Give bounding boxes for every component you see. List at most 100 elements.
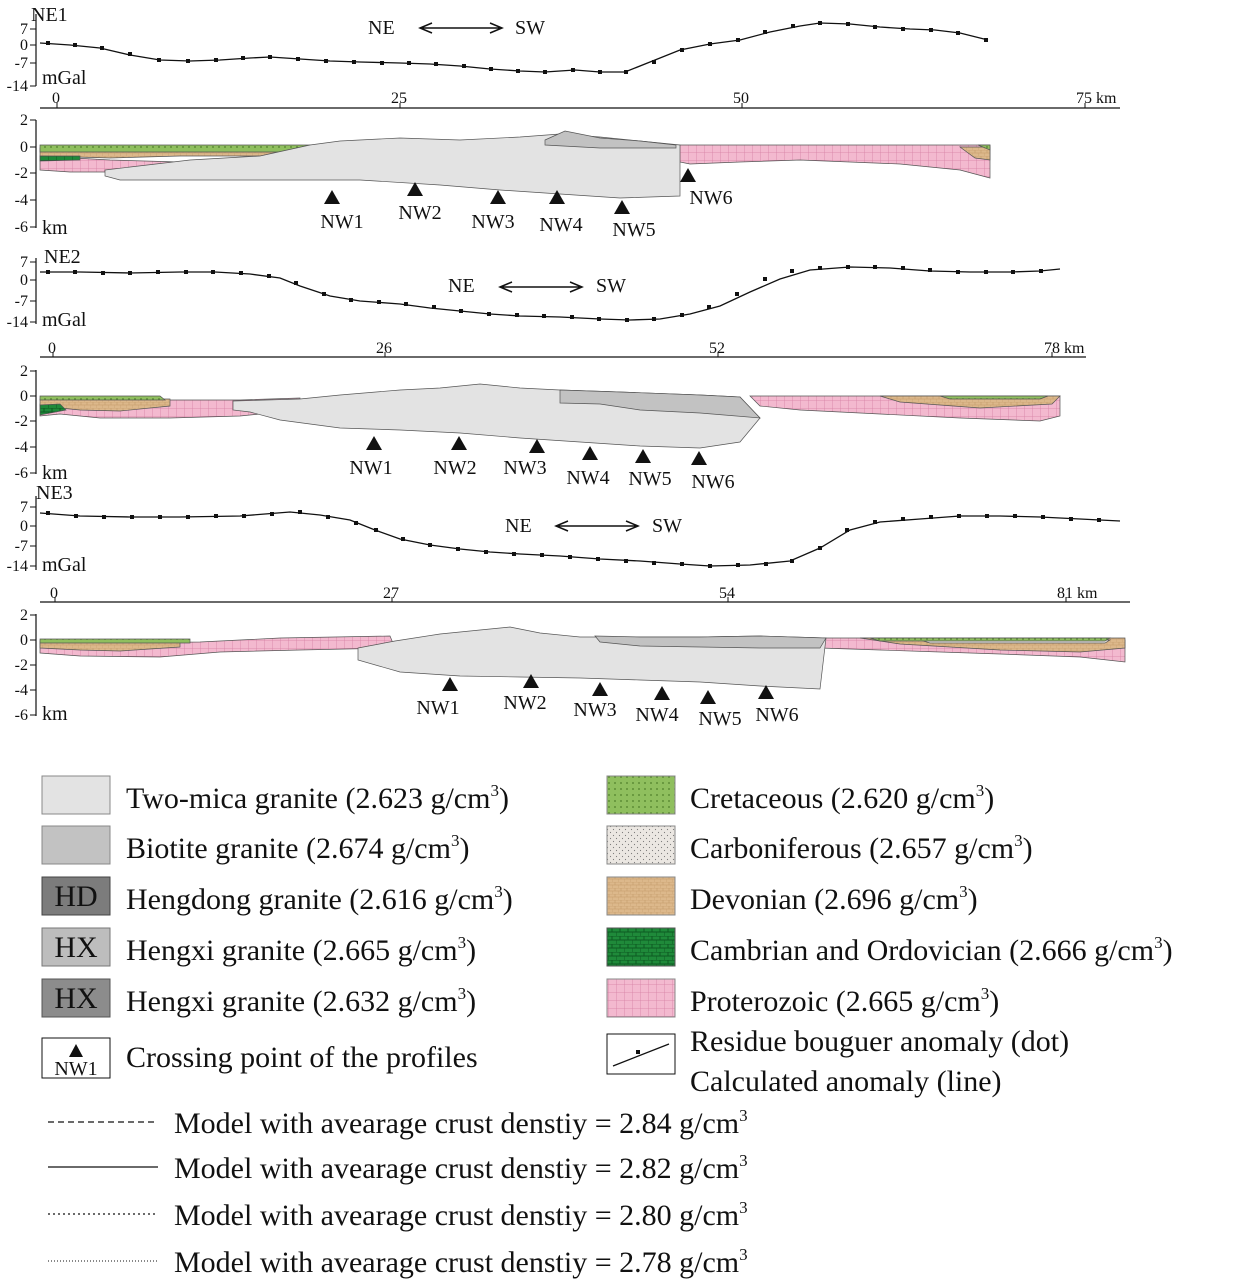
crossing-triangle-icon [614,200,630,214]
legend-label: Hengxi granite (2.632 g/cm3) [126,984,476,1018]
crossing-markers-ne1: NW1 NW2 NW3 NW4 NW5 NW6 [320,168,733,241]
geologic-section-ne3 [39,626,1126,690]
legend-swatch [41,825,111,865]
gravity-ticks [30,506,36,567]
crossing-label: NW3 [471,211,514,233]
crossing-label: NW6 [755,704,798,726]
crossing-label: NW2 [503,692,546,714]
crossing-triangle-icon [523,674,539,688]
depth-unit: km [42,703,68,725]
crossing-label: NW2 [433,457,476,479]
crossing-triangle-icon [529,439,545,453]
profile-ne3-name: NE3 [36,482,73,504]
gravity-tick-label: -7 [15,538,28,555]
gravity-tick-label: -7 [15,55,28,72]
gravity-tick-label: 0 [20,37,28,54]
crossing-label: NW6 [691,471,734,493]
crossing-triangle-icon [700,690,716,704]
legend: Two-mica granite (2.623 g/cm3) Biotite g… [41,775,1173,1279]
crossing-triangle-icon [324,190,340,204]
legend-swatch [41,775,111,815]
crossing-label: NW3 [573,699,616,721]
legend-swatch-text: HX [54,931,98,964]
crossing-markers-ne3: NW1 NW2 NW3 NW4 NW5 NW6 [416,674,799,730]
calculated-anomaly-line [40,266,1061,321]
direction-sw-label: SW [596,275,626,297]
legend-swatch-cambrian [606,927,676,967]
distance-tick-label: 0 [52,90,60,107]
profile-ne3: NE3 7 0 -7 -14 mGal NE SW 0 27 [7,482,1130,730]
depth-tick-label: -2 [15,165,28,182]
legend-swatch-anomaly [606,1033,676,1075]
crossing-label: NW4 [635,704,678,726]
residue-anomaly-dots [46,510,1101,568]
depth-tick-label: -6 [15,465,28,482]
legend-label: Biotite granite (2.674 g/cm3) [126,831,469,865]
calculated-anomaly-line [39,511,1121,567]
legend-swatch-text: NW1 [54,1058,97,1080]
direction-sw-label: SW [652,515,682,537]
crossing-label: NW1 [349,457,392,479]
geologic-section-ne1 [39,130,991,199]
distance-tick-label: 78 km [1044,340,1085,357]
distance-tick-label: 75 km [1076,90,1117,107]
gravity-tick-label: -7 [15,293,28,310]
calculated-anomaly-line [39,22,989,73]
gravity-tick-label: -14 [7,78,28,95]
legend-label: Cretaceous (2.620 g/cm3) [690,781,994,815]
legend-swatch-text: HX [54,982,98,1015]
distance-tick-label: 0 [48,340,56,357]
crossing-triangle-icon [635,449,651,463]
crossing-triangle-icon [592,682,608,696]
legend-swatch [41,927,111,967]
distance-tick-label: 81 km [1057,585,1098,602]
crossing-label: NW1 [320,211,363,233]
crossing-triangle-icon [582,446,598,460]
gravity-tick-label: 7 [20,21,28,38]
depth-ticks [30,119,36,228]
gravity-unit: mGal [42,554,87,576]
crossing-label: NW6 [689,187,732,209]
crossing-triangle-icon [654,686,670,700]
crossing-triangle-icon [549,190,565,204]
legend-swatch [41,978,111,1018]
legend-swatch-cretaceous [606,775,676,815]
crossing-triangle-icon [680,168,696,182]
distance-tick-label: 0 [50,585,58,602]
distance-ticks [54,597,1067,602]
legend-label: Two-mica granite (2.623 g/cm3) [126,781,509,815]
gravity-ticks [30,261,36,323]
anomaly-line-icon [612,1043,670,1067]
crossing-triangle-icon [407,182,423,196]
depth-tick-label: 0 [20,388,28,405]
profile-ne1: NE1 7 0 -7 -14 mGal NE SW 0 25 50 [7,4,1120,241]
crossing-label: NW4 [566,467,609,489]
gravity-tick-label: 7 [20,499,28,516]
legend-swatch-text: HD [54,880,97,913]
legend-label: Model with avearage crust denstiy = 2.82… [174,1151,748,1185]
depth-tick-label: -2 [15,657,28,674]
legend-label: Cambrian and Ordovician (2.666 g/cm3) [690,933,1173,967]
gravity-unit: mGal [42,309,87,331]
direction-sw-label: SW [515,17,545,39]
crossing-triangle-icon [758,685,774,699]
crossing-triangle-icon [442,677,458,691]
direction-ne-label: NE [368,17,395,39]
crossing-triangle-icon [490,190,506,204]
crossing-label: NW2 [398,202,441,224]
profile-ne2: NE2 7 0 -7 -14 mGal NE SW 0 26 [7,246,1086,493]
legend-label: Crossing point of the profiles [126,1041,478,1074]
depth-tick-label: -4 [15,192,28,209]
distance-ticks [56,103,1086,108]
crossing-label: NW5 [612,219,655,241]
crossing-markers-ne2: NW1 NW2 NW3 NW4 NW5 NW6 [349,436,735,493]
distance-ticks [52,352,1053,357]
legend-label: Hengdong granite (2.616 g/cm3) [126,882,513,916]
legend-label: Residue bouguer anomaly (dot) [690,1025,1069,1058]
crossing-label: NW5 [698,708,741,730]
gravity-tick-label: -14 [7,558,28,575]
crossing-triangle-icon [451,436,467,450]
crossing-triangle-icon [366,436,382,450]
depth-tick-label: 2 [20,363,28,380]
depth-tick-label: -6 [15,707,28,724]
